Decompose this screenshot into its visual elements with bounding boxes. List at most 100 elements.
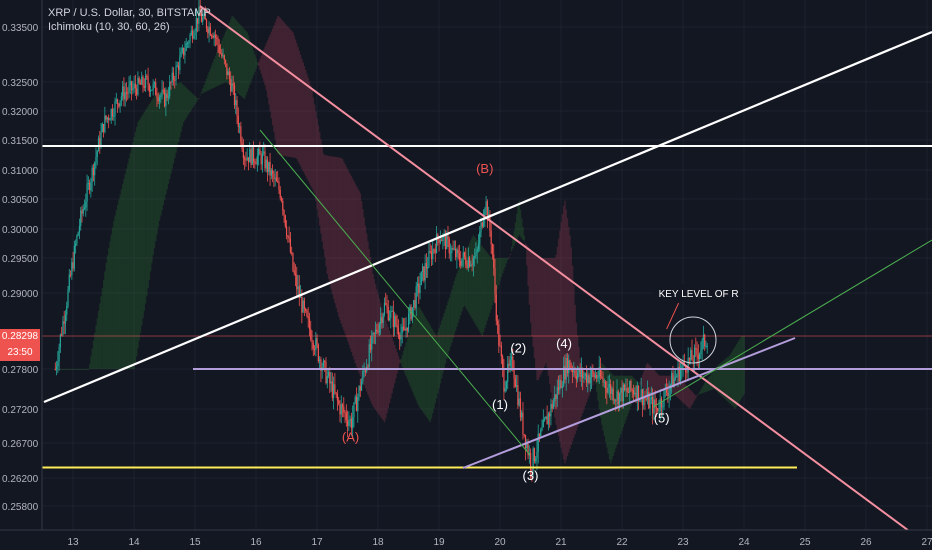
cloud-slice bbox=[189, 91, 191, 113]
candle-body bbox=[71, 262, 73, 276]
candle-body bbox=[89, 182, 91, 191]
cloud-slice bbox=[624, 375, 626, 424]
cloud-slice bbox=[198, 98, 200, 100]
candle-body bbox=[305, 308, 307, 311]
cloud-slice bbox=[712, 370, 715, 390]
candle-body bbox=[238, 126, 241, 128]
cloud-slice bbox=[242, 28, 245, 99]
cloud-slice bbox=[524, 243, 527, 248]
cloud-slice bbox=[676, 375, 678, 397]
cloud-slice bbox=[456, 273, 458, 327]
candle-body bbox=[538, 433, 541, 437]
cloud-slice bbox=[420, 310, 423, 410]
candle-body bbox=[285, 226, 288, 236]
candle-body bbox=[453, 248, 455, 250]
cloud-slice bbox=[421, 312, 424, 412]
cloud-slice bbox=[302, 62, 304, 172]
cloud-slice bbox=[181, 83, 184, 127]
candle-body bbox=[519, 398, 522, 418]
cloud-slice bbox=[401, 354, 403, 367]
candle-body bbox=[218, 45, 220, 53]
cloud-slice bbox=[167, 87, 170, 185]
cloud-slice bbox=[169, 87, 171, 180]
cloud-slice bbox=[509, 253, 512, 255]
cloud-slice bbox=[448, 297, 451, 351]
cloud-slice bbox=[489, 256, 491, 313]
cloud-slice bbox=[491, 258, 494, 306]
candle-body bbox=[251, 147, 253, 165]
candle-body bbox=[650, 397, 652, 400]
cloud-slice bbox=[743, 336, 745, 394]
candle-body bbox=[442, 235, 444, 241]
candle-body bbox=[416, 283, 419, 287]
candle-body bbox=[150, 89, 152, 92]
candle-body bbox=[189, 35, 191, 43]
candle-body bbox=[211, 35, 213, 37]
cloud-slice bbox=[195, 97, 198, 103]
cloud-slice bbox=[199, 95, 201, 97]
cloud-slice bbox=[527, 246, 529, 286]
candle-body bbox=[293, 270, 295, 274]
candle-body bbox=[484, 209, 486, 219]
cloud-slice bbox=[604, 367, 607, 442]
candle-body bbox=[203, 13, 205, 18]
candle-body bbox=[549, 413, 551, 417]
cloud-slice bbox=[327, 155, 330, 280]
cloud-slice bbox=[467, 245, 470, 313]
candle-body bbox=[97, 138, 100, 152]
cloud-slice bbox=[161, 90, 163, 211]
candle-body bbox=[99, 138, 101, 147]
cloud-slice bbox=[311, 90, 313, 189]
cloud-slice bbox=[474, 236, 476, 324]
candle-body bbox=[482, 218, 485, 227]
candle-body bbox=[697, 354, 699, 360]
cloud-slice bbox=[396, 352, 398, 374]
x-tick-label: 27 bbox=[921, 537, 932, 548]
cloud-slice bbox=[362, 209, 364, 383]
y-tick-label: 0.29000 bbox=[2, 289, 39, 300]
cloud-slice bbox=[432, 329, 434, 414]
cloud-slice bbox=[296, 43, 298, 159]
candle-body bbox=[665, 387, 668, 393]
cloud-slice bbox=[718, 364, 720, 394]
candle-body bbox=[363, 370, 365, 372]
candle-body bbox=[297, 286, 299, 290]
cloud-slice bbox=[83, 369, 86, 370]
candle-body bbox=[302, 300, 304, 313]
candle-body bbox=[671, 373, 673, 385]
candle-body bbox=[601, 376, 603, 378]
cloud-slice bbox=[374, 284, 377, 410]
candle-body bbox=[346, 420, 349, 426]
y-tick-label: 0.31000 bbox=[2, 166, 39, 177]
cloud-slice bbox=[214, 55, 217, 88]
cloud-slice bbox=[601, 362, 603, 425]
candle-body bbox=[423, 266, 425, 281]
candle-body bbox=[533, 448, 536, 462]
cloud-slice bbox=[715, 367, 717, 391]
candle-body bbox=[143, 85, 145, 88]
cloud-slice bbox=[493, 258, 495, 302]
cloud-slice bbox=[235, 19, 237, 92]
cloud-slice bbox=[510, 246, 513, 252]
cloud-slice bbox=[597, 371, 599, 401]
cloud-slice bbox=[447, 301, 449, 355]
candle-body bbox=[383, 303, 386, 315]
cloud-slice bbox=[254, 54, 256, 72]
candle-body bbox=[188, 42, 190, 44]
cloud-slice bbox=[306, 73, 308, 179]
cloud-slice bbox=[547, 258, 550, 376]
cloud-slice bbox=[734, 346, 736, 409]
candle-body bbox=[616, 391, 618, 401]
cloud-slice bbox=[202, 88, 204, 94]
cloud-slice bbox=[468, 242, 471, 315]
wave-label: (3) bbox=[523, 468, 539, 483]
cloud-slice bbox=[122, 184, 124, 369]
candle-body bbox=[391, 310, 393, 312]
cloud-slice bbox=[269, 34, 271, 112]
cloud-slice bbox=[462, 256, 464, 308]
cloud-slice bbox=[645, 364, 647, 392]
candle-body bbox=[246, 157, 248, 160]
candle-body bbox=[254, 161, 256, 164]
cloud-slice bbox=[246, 32, 248, 92]
